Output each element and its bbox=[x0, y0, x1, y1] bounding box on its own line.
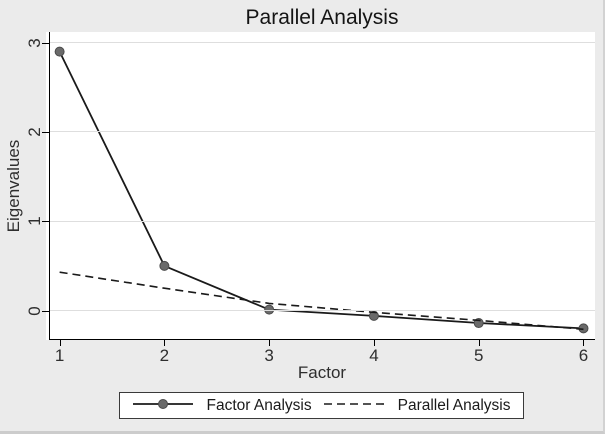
data-point-marker bbox=[368, 310, 379, 321]
gridline bbox=[49, 42, 595, 44]
legend-sample-solid-line-marker-icon bbox=[132, 397, 193, 415]
x-tick-label: 4 bbox=[369, 346, 379, 365]
x-tick bbox=[164, 340, 166, 346]
x-tick bbox=[59, 340, 61, 346]
legend-sample-dashed-line-icon bbox=[323, 397, 384, 415]
y-tick-label: 1 bbox=[25, 216, 44, 226]
legend-label-factor-analysis: Factor Analysis bbox=[206, 396, 312, 414]
x-tick bbox=[269, 340, 271, 346]
series-line-parallel-analysis bbox=[59, 271, 584, 331]
y-tick-label: 0 bbox=[25, 305, 44, 316]
chart-title: Parallel Analysis bbox=[245, 6, 399, 29]
data-point-marker bbox=[264, 304, 275, 315]
data-point-marker bbox=[159, 260, 170, 271]
gridline bbox=[49, 131, 595, 133]
gridline bbox=[49, 310, 595, 312]
series-canvas bbox=[49, 32, 595, 340]
y-tick bbox=[41, 42, 50, 44]
plot-area bbox=[46, 32, 595, 340]
y-tick bbox=[41, 221, 50, 223]
y-axis-title: Eigenvalues bbox=[4, 139, 23, 233]
x-tick bbox=[478, 340, 480, 346]
y-tick-label: 3 bbox=[25, 37, 44, 48]
gridline bbox=[49, 220, 595, 222]
y-tick bbox=[41, 131, 50, 133]
legend-label-parallel-analysis: Parallel Analysis bbox=[397, 396, 511, 414]
x-tick-label: 3 bbox=[264, 346, 274, 365]
data-point-marker bbox=[54, 46, 65, 57]
x-tick-label: 5 bbox=[473, 346, 484, 365]
x-tick-label: 2 bbox=[159, 346, 170, 365]
legend: Factor Analysis Parallel Analysis bbox=[119, 392, 524, 419]
series-line-factor-analysis bbox=[58, 51, 584, 330]
y-tick-label: 2 bbox=[25, 127, 44, 137]
x-tick-label: 1 bbox=[54, 346, 65, 365]
x-tick bbox=[373, 340, 375, 346]
x-tick bbox=[583, 340, 585, 346]
x-tick-label: 6 bbox=[578, 346, 589, 365]
y-tick bbox=[41, 310, 50, 312]
x-axis-title: Factor bbox=[297, 363, 347, 382]
